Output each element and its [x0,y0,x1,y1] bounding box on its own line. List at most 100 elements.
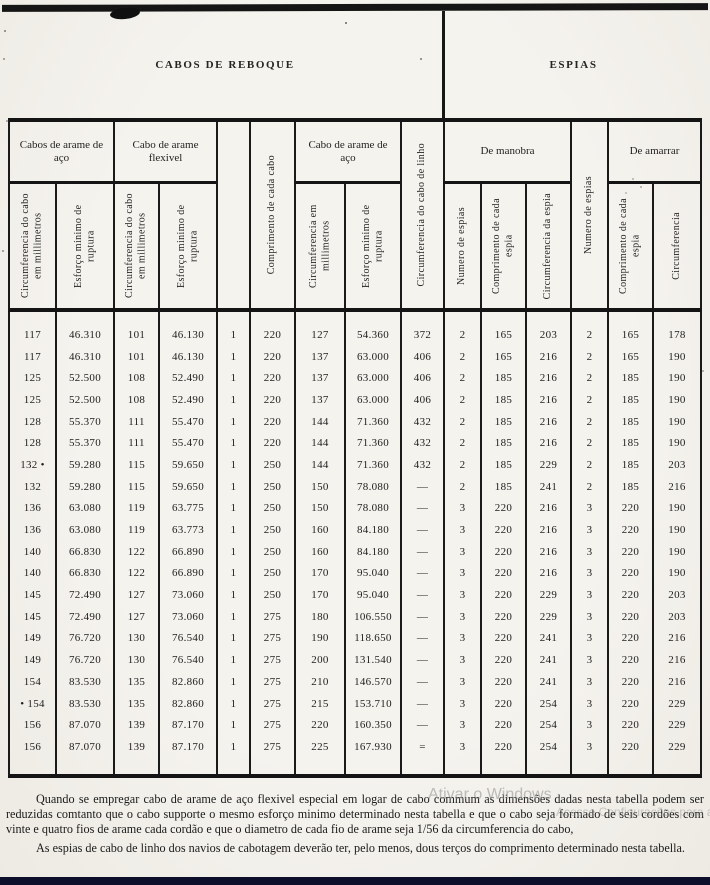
table-cell: 180 [311,610,329,623]
table-cell: 185 [621,458,640,471]
table-cell: 165 [494,350,513,363]
table-cell: 71.360 [356,437,390,450]
column-label: Esforço minimo de ruptura [175,204,200,288]
table-cell: 127 [127,589,146,602]
table-cell: 137 [311,350,329,363]
table-cell: 144 [311,437,329,450]
table-cell: 220 [494,545,513,558]
table-cell: 185 [494,393,513,406]
table-cell: 101 [127,350,146,363]
table-cell: 432 [413,458,432,471]
table-cell: 117 [24,350,41,363]
table-body-column: 101 101 108 108 111 111 115 115 119 119 122 122 127 1… [113,312,158,774]
table-cell: 52.500 [68,393,102,406]
table-cell: 63.080 [68,524,102,537]
table-cell: 119 [128,502,145,515]
table-cell: 241 [539,654,558,667]
table-cell: 203 [539,328,558,341]
column-header-circumferencia-espia: Circumferencia da espia [525,184,570,308]
table-cell: 215 [311,697,329,710]
table-cell: 76.540 [171,632,205,645]
footnotes: Quando se empregar cabo de arame de aço … [6,792,704,861]
table-body-column: 2 2 2 2 2 2 2 2 3 3 3 3 3 3 3 3 3 3 3 3 [570,312,607,774]
table-cell: 3 [459,632,466,645]
table-cell: 1 [230,719,237,732]
column-label: Comprimento de cada espia [618,198,642,294]
table-cell: 225 [311,740,329,753]
table-cell: 190 [311,632,329,645]
table-cell: — [416,697,429,710]
table-cell: 178 [668,328,686,341]
table-cell: 220 [621,567,640,580]
table-cell: 52.490 [171,372,205,385]
table-cell: 250 [263,589,282,602]
table-cell: 153.710 [354,697,392,710]
table-cell: 250 [263,567,282,580]
table-cell: 170 [311,589,329,602]
table-title-band: CABOS DE REBOQUE ESPIAS [8,11,702,118]
table-cell: • 154 [20,697,45,710]
column-header-numero-espias-manobra: Numero de espias [443,184,480,308]
table-cell: 3 [459,524,466,537]
table-cell: 220 [494,719,513,732]
table-cell: 216 [539,437,558,450]
table-cell: 156 [23,740,42,753]
table-cell: — [416,524,429,537]
table-cell: 220 [263,372,282,385]
table-cell: 131.540 [354,654,392,667]
table-cell: 132 [23,480,42,493]
table-cell: — [416,545,429,558]
table-cell: 2 [459,372,466,385]
table-cell: 46.130 [171,350,205,363]
table-cell: 146.570 [354,675,392,688]
table-cell: 1 [230,567,237,580]
group-label: Cabos de arame de aço [19,138,104,164]
table-cell: 216 [668,654,686,667]
column-label: Esforço minimo de ruptura [360,204,385,288]
table-cell: 275 [263,654,282,667]
table-body-column: 2 2 2 2 2 2 2 2 3 3 3 3 3 3 3 3 3 3 3 3 [443,312,480,774]
table-cell: 108 [127,393,146,406]
table-cell: 275 [263,719,282,732]
table-cell: 66.890 [171,545,205,558]
table-cell: 220 [494,524,513,537]
table-cell: 130 [127,654,146,667]
table-cell: 167.930 [354,740,392,753]
table-cell: 46.130 [171,328,205,341]
table-cell: 71.360 [356,458,390,471]
table-body-column: 1 1 1 1 1 1 1 1 1 1 1 1 1 1 1 1 1 1 1 1 [216,312,249,774]
column-label: Circumferencia do cabo em millimetros [124,193,148,299]
table-cell: 190 [668,545,686,558]
table-cell: 406 [413,393,432,406]
table-cell: 250 [263,502,282,515]
table-cell: 63.080 [68,502,102,515]
table-cell: 3 [459,502,466,515]
table-cell: 250 [263,458,282,471]
table-cell: 2 [586,372,593,385]
table-cell: 137 [311,393,329,406]
table-cell: 220 [494,610,513,623]
table-cell: 46.310 [68,350,102,363]
table-cell: 136 [23,524,42,537]
table-cell: 2 [459,480,466,493]
table-cell: 216 [539,545,558,558]
table-cell: 3 [586,524,593,537]
table-cell: — [416,632,429,645]
table-cell: 220 [621,719,640,732]
table-cell: 1 [230,545,237,558]
table-cell: 3 [459,697,466,710]
table-cell: 84.180 [356,524,390,537]
table-cell: 1 [230,654,237,667]
table-cell: 220 [621,697,640,710]
table-cell: 3 [586,589,593,602]
table-cell: 3 [459,610,466,623]
table-cell: 119 [128,524,145,537]
column-header-circumferencia-linho: Circumferencia do cabo de linho [400,122,443,308]
table-cell: 122 [127,567,146,580]
table-cell: 54.360 [356,328,390,341]
table-cell: 250 [263,524,282,537]
table-cell: 72.490 [68,610,102,623]
table-cell: 220 [621,589,640,602]
table-cell: 216 [539,502,558,515]
table-cell: 1 [230,675,237,688]
